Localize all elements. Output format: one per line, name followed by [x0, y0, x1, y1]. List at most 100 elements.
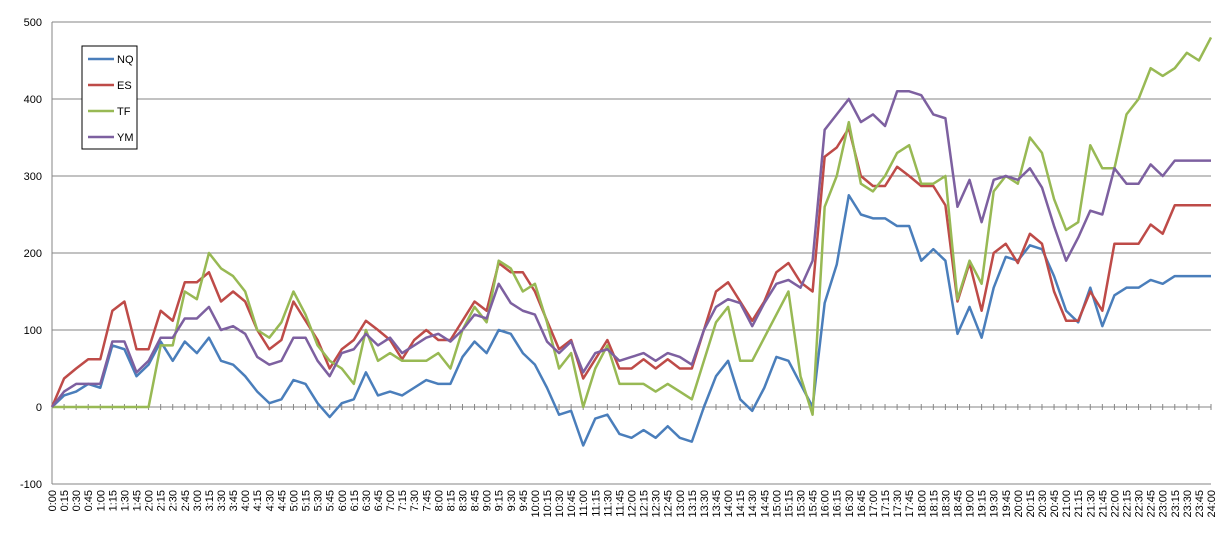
x-tick-label: 1:30 — [119, 490, 131, 511]
x-tick-label: 3:45 — [228, 490, 240, 511]
x-tick-label: 10:00 — [530, 490, 542, 518]
x-tick-label: 16:00 — [820, 490, 832, 518]
series-line-es — [50, 127, 1211, 408]
legend: NQ ES TF YM — [81, 45, 138, 150]
series-line-tf — [52, 36, 1213, 416]
x-tick-label: 5:30 — [313, 490, 325, 511]
x-tick-label: 23:45 — [1194, 490, 1206, 518]
x-tick-label: 17:30 — [892, 490, 904, 518]
gridlines — [52, 21, 1211, 485]
series-lines — [50, 36, 1213, 447]
x-tick-label: 13:15 — [687, 490, 699, 518]
x-tick-label: 22:15 — [1121, 490, 1133, 518]
x-tick-label: 13:45 — [711, 490, 723, 518]
x-tick-label: 9:00 — [482, 490, 494, 511]
x-tick-label: 17:15 — [880, 490, 892, 518]
x-tick-label: 21:00 — [1061, 490, 1073, 518]
x-tick-label: 19:00 — [965, 490, 977, 518]
x-tick-label: 19:30 — [989, 490, 1001, 518]
y-axis-tick-labels: -100 0 100 200 300 400 500 — [20, 17, 42, 491]
x-tick-label: 2:15 — [156, 490, 168, 511]
x-tick-label: 9:30 — [506, 490, 518, 511]
x-tick-label: 12:00 — [627, 490, 639, 518]
x-tick-label: 1:45 — [132, 490, 144, 511]
y-tick-label: 100 — [24, 325, 42, 337]
x-tick-label: 23:15 — [1170, 490, 1182, 518]
x-tick-label: 22:00 — [1109, 490, 1121, 518]
x-tick-label: 14:00 — [723, 490, 735, 518]
x-tick-label: 11:15 — [590, 490, 602, 517]
x-tick-label: 12:30 — [651, 490, 663, 518]
x-tick-label: 10:15 — [542, 490, 554, 518]
x-tick-label: 21:15 — [1073, 490, 1085, 518]
y-tick-label: 400 — [24, 94, 42, 106]
x-tick-label: 2:30 — [168, 490, 180, 511]
x-tick-label: 21:45 — [1097, 490, 1109, 518]
x-tick-label: 8:30 — [457, 490, 469, 511]
x-tick-label: 3:15 — [204, 490, 216, 511]
x-tick-label: 6:30 — [361, 490, 373, 511]
y-tick-label: 200 — [24, 248, 42, 260]
x-tick-label: 4:30 — [264, 490, 276, 511]
x-tick-label: 9:15 — [494, 490, 506, 511]
x-tick-label: 13:30 — [699, 490, 711, 518]
x-tick-label: 6:00 — [337, 490, 349, 511]
x-tick-label: 11:00 — [578, 490, 590, 517]
x-tick-label: 20:15 — [1025, 490, 1037, 518]
x-tick-label: 16:45 — [856, 490, 868, 518]
x-tick-label: 18:45 — [952, 490, 964, 518]
x-tick-label: 0:00 — [47, 490, 59, 511]
x-tick-label: 6:45 — [373, 490, 385, 511]
series-line-ym — [51, 90, 1211, 408]
y-tick-label: -100 — [20, 479, 42, 491]
x-tick-label: 14:30 — [747, 490, 759, 518]
x-tick-label: 7:30 — [409, 490, 421, 511]
x-tick-label: 14:15 — [735, 490, 747, 518]
x-tick-label: 18:00 — [916, 490, 928, 518]
x-axis-tick-labels: 0:00 0:15 0:30 0:45 1:00 1:15 1:30 1:45 2:00 2:15… — [47, 490, 1218, 518]
x-tick-label: 5:00 — [288, 490, 300, 511]
legend-label-tf: TF — [117, 106, 131, 118]
x-tick-label: 3:30 — [216, 490, 228, 511]
x-tick-label: 0:45 — [83, 490, 95, 511]
x-tick-label: 7:00 — [385, 490, 397, 511]
x-tick-label: 18:15 — [928, 490, 940, 518]
x-tick-label: 11:45 — [614, 490, 626, 517]
x-tick-label: 15:00 — [771, 490, 783, 518]
y-tick-label: 300 — [24, 171, 42, 183]
x-tick-label: 4:45 — [276, 490, 288, 511]
x-tick-label: 8:15 — [445, 490, 457, 511]
x-tick-label: 17:45 — [904, 490, 916, 518]
x-tick-label: 13:00 — [675, 490, 687, 518]
legend-label-ym: YM — [117, 132, 134, 144]
legend-label-nq: NQ — [117, 54, 134, 66]
x-tick-label: 15:45 — [808, 490, 820, 518]
x-tick-label: 12:15 — [639, 490, 651, 518]
x-tick-label: 10:45 — [566, 490, 578, 518]
y-tick-label: 0 — [36, 402, 42, 414]
x-tick-label: 5:45 — [325, 490, 337, 511]
x-tick-label: 9:45 — [518, 490, 530, 511]
x-tick-label: 12:45 — [663, 490, 675, 518]
x-tick-label: 0:15 — [59, 490, 71, 511]
legend-box — [81, 45, 138, 150]
x-tick-label: 1:00 — [95, 490, 107, 511]
x-tick-label: 11:30 — [602, 490, 614, 517]
x-tick-label: 21:30 — [1085, 490, 1097, 518]
x-tick-label: 24:00 — [1206, 490, 1218, 518]
legend-label-es: ES — [117, 80, 132, 92]
x-tick-label: 7:15 — [397, 490, 409, 511]
y-tick-label: 500 — [24, 17, 42, 29]
x-tick-label: 7:45 — [421, 490, 433, 511]
x-tick-label: 8:45 — [470, 490, 482, 511]
x-tick-label: 4:15 — [252, 490, 264, 511]
x-tick-label: 2:45 — [180, 490, 192, 511]
x-tick-label: 23:30 — [1182, 490, 1194, 518]
x-tick-label: 5:15 — [301, 490, 313, 511]
x-tick-label: 2:00 — [144, 490, 156, 511]
x-tick-label: 15:30 — [796, 490, 808, 518]
x-tick-label: 6:15 — [349, 490, 361, 511]
x-tick-label: 22:30 — [1134, 490, 1146, 518]
x-tick-label: 8:00 — [433, 490, 445, 511]
